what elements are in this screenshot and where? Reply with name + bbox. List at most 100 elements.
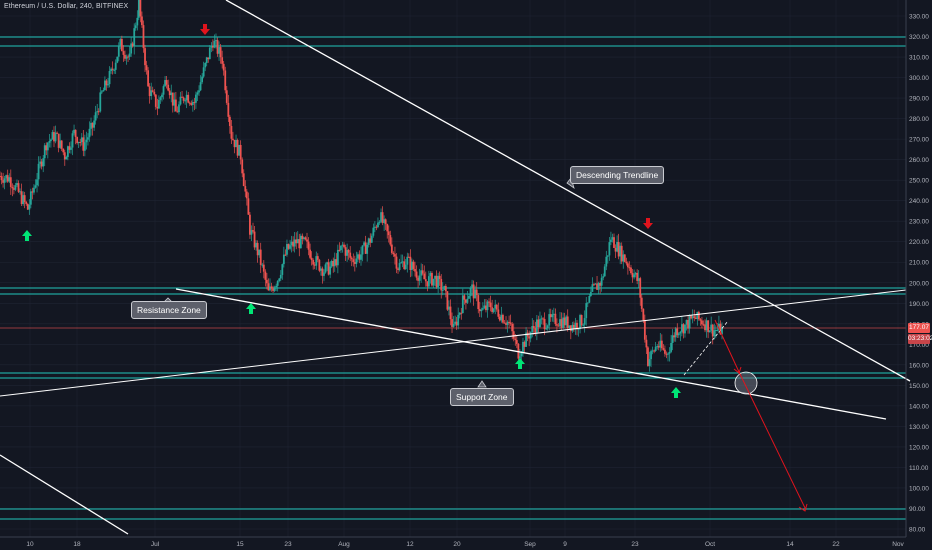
candle-body: [91, 122, 94, 128]
candle-body: [697, 311, 700, 320]
candle-body: [158, 99, 160, 109]
candle-body: [448, 306, 450, 310]
candle-body: [586, 302, 589, 304]
y-tick-label: 310.00: [909, 55, 929, 62]
candle-body: [122, 51, 125, 55]
candle-body: [174, 99, 177, 112]
candle-body: [190, 103, 193, 106]
candle-body: [42, 158, 45, 167]
candle-body: [195, 94, 197, 103]
candle-body: [620, 245, 623, 262]
x-tick-label: 22: [832, 541, 840, 548]
candle-body: [687, 320, 689, 329]
candle-body: [159, 97, 162, 100]
candle-body: [426, 281, 429, 287]
x-tick-label: Nov: [892, 541, 904, 548]
candle-body: [222, 63, 225, 71]
candle-body: [344, 247, 347, 256]
up-arrow-icon: [515, 358, 525, 369]
candle-body: [525, 332, 527, 347]
candle-body: [20, 191, 23, 204]
candle-body: [576, 322, 578, 330]
candle-body: [256, 242, 259, 256]
candle-body: [236, 139, 239, 156]
short-dashed-trendline[interactable]: [683, 320, 729, 376]
candle-body: [534, 328, 537, 333]
lower-channel-trendline[interactable]: [175, 288, 887, 420]
candle-body: [250, 230, 253, 235]
candle-body: [45, 145, 48, 151]
descending-trendline-label[interactable]: Descending Trendline: [570, 166, 665, 184]
lower-left-trendline[interactable]: [0, 454, 129, 535]
candle-body: [341, 244, 344, 246]
candle-body: [532, 326, 535, 329]
candle-body: [554, 313, 557, 325]
candle-body: [363, 242, 365, 246]
candle-body: [623, 254, 626, 262]
candle-body: [562, 317, 564, 328]
candle-body: [398, 263, 401, 270]
candle-body: [491, 307, 494, 312]
candle-body: [329, 266, 332, 275]
resistance-zone-label[interactable]: Resistance Zone: [131, 301, 207, 319]
candle-body: [400, 262, 403, 264]
candle-body: [633, 274, 635, 278]
candle-body: [458, 312, 461, 315]
candle-body: [366, 244, 369, 254]
candle-body: [596, 283, 598, 290]
candle-body: [565, 316, 568, 326]
candle-body: [443, 285, 446, 290]
candle-body: [119, 38, 122, 47]
candle-body: [548, 314, 551, 326]
candle-body: [545, 328, 548, 330]
candle-body: [31, 191, 34, 193]
x-axis-ticks: 10 18 Jul 15 23 Aug 12 20 Sep 9 23 Oct 14 22 Nov: [26, 541, 904, 548]
candle-body: [87, 137, 89, 140]
candle-body: [369, 238, 372, 243]
candle-body: [16, 183, 18, 186]
candle-body: [441, 289, 444, 291]
candle-body: [8, 177, 11, 182]
candle-body: [279, 274, 282, 279]
candle-body: [156, 106, 159, 109]
candle-body: [542, 318, 544, 320]
target-circle[interactable]: [734, 371, 758, 395]
candle-body: [566, 316, 569, 329]
descending-trendline[interactable]: [225, 0, 911, 382]
candle-body: [281, 264, 284, 275]
rising-trendline[interactable]: [0, 289, 907, 397]
candle-body: [451, 319, 453, 327]
candle-body: [73, 129, 75, 134]
candle-body: [293, 239, 296, 247]
support-zone-label[interactable]: Support Zone: [450, 388, 514, 406]
candle-body: [556, 324, 558, 326]
candle-body: [668, 351, 671, 354]
candle-body: [364, 242, 367, 254]
candle-body: [401, 261, 404, 263]
candle-body: [383, 219, 386, 223]
candle-body: [455, 321, 458, 326]
candle-body: [529, 332, 532, 339]
candle-body: [537, 319, 540, 328]
candle-body: [357, 254, 359, 259]
projection-arrowhead-1-icon: [733, 366, 742, 374]
candle-body: [719, 323, 722, 335]
candle-body: [486, 301, 489, 311]
candle-body: [136, 17, 139, 26]
candle-body: [74, 129, 77, 138]
y-tick-label: 90.00: [909, 506, 926, 513]
candle-body: [643, 320, 646, 340]
candle-body: [22, 195, 25, 204]
candle-body: [708, 330, 711, 333]
candle-body: [389, 235, 392, 245]
y-tick-label: 200.00: [909, 280, 929, 287]
candle-body: [116, 56, 119, 63]
candle-body: [657, 346, 660, 348]
candle-body: [110, 68, 112, 72]
candle-body: [202, 67, 205, 77]
candle-body: [77, 141, 80, 144]
candle-body: [80, 137, 83, 143]
candle-body: [227, 102, 230, 117]
candle-body: [210, 45, 213, 48]
